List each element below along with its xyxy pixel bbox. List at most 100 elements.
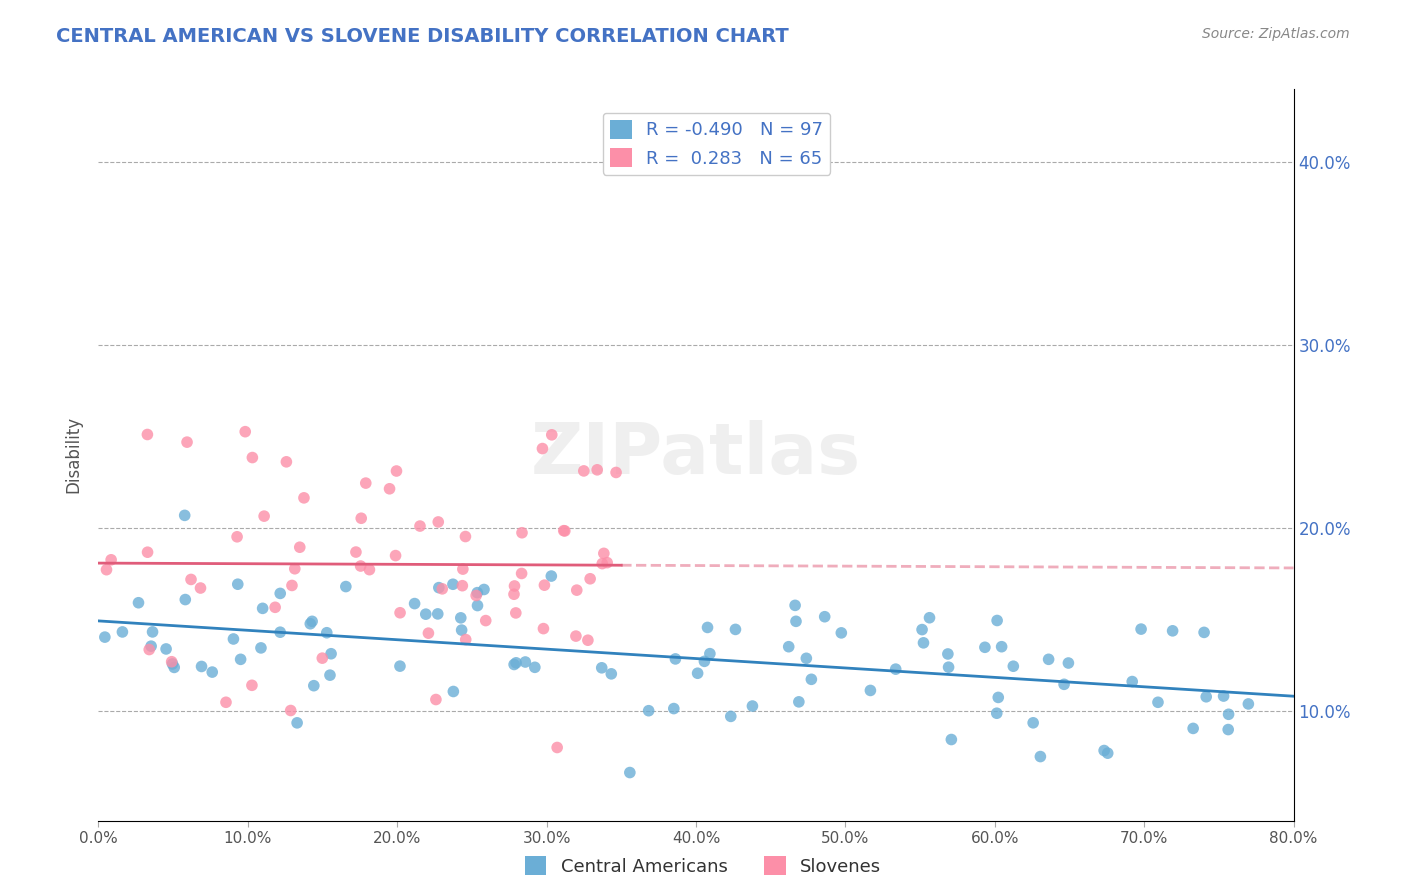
Point [605,466,627,480]
Point [155,642,177,657]
Legend: Central Americans, Slovenes: Central Americans, Slovenes [517,849,889,883]
Point [315,625,337,640]
Point [724,623,747,637]
Point [384,549,406,563]
Point [986,706,1008,721]
Point [1218,723,1240,737]
Point [450,611,472,625]
Point [425,692,447,706]
Point [986,614,1008,628]
Point [253,509,276,524]
Point [1237,697,1260,711]
Point [94,630,117,644]
Point [693,654,716,668]
Point [990,640,1012,654]
Point [936,647,959,661]
Point [686,666,709,681]
Point [830,625,852,640]
Point [467,599,489,613]
Point [576,633,599,648]
Point [284,562,307,576]
Point [554,524,576,538]
Point [426,607,449,621]
Point [465,585,488,599]
Point [859,683,882,698]
Point [111,624,134,639]
Point [523,660,546,674]
Point [1053,677,1076,691]
Point [335,580,357,594]
Point [252,601,274,615]
Point [1130,622,1153,636]
Point [226,577,249,591]
Point [796,651,818,665]
Point [565,629,588,643]
Point [474,614,496,628]
Point [163,660,186,674]
Point [1182,722,1205,736]
Point [1161,624,1184,638]
Point [912,636,935,650]
Point [162,657,184,671]
Point [592,546,614,560]
Point [222,632,245,646]
Point [884,662,907,676]
Point [240,450,263,465]
Point [388,659,411,673]
Point [941,732,963,747]
Point [190,581,212,595]
Point [139,639,162,653]
Point [1002,659,1025,673]
Point [441,684,464,698]
Legend: R = -0.490   N = 97, R =  0.283   N = 65: R = -0.490 N = 97, R = 0.283 N = 65 [603,113,831,175]
Point [302,679,325,693]
Text: Source: ZipAtlas.com: Source: ZipAtlas.com [1202,27,1350,41]
Point [201,665,224,679]
Point [451,562,474,576]
Point [176,435,198,450]
Point [427,581,450,595]
Point [785,615,807,629]
Point [515,655,537,669]
Point [720,709,742,723]
Point [1121,674,1143,689]
Point [510,566,533,581]
Point [281,578,304,592]
Point [1147,695,1170,709]
Point [1218,707,1240,722]
Point [454,529,477,543]
Point [1022,715,1045,730]
Point [778,640,800,654]
Point [579,572,602,586]
Point [385,464,408,478]
Point [285,715,308,730]
Point [427,515,450,529]
Point [173,508,195,523]
Point [741,699,763,714]
Point [465,589,488,603]
Point [1212,689,1234,703]
Point [503,657,526,672]
Point [533,622,555,636]
Point [319,647,342,661]
Point [533,578,555,592]
Point [637,704,659,718]
Point [787,695,810,709]
Point [540,569,562,583]
Point [160,655,183,669]
Point [596,556,619,570]
Point [350,559,373,574]
Point [280,704,302,718]
Point [546,740,568,755]
Point [531,442,554,456]
Point [415,607,437,622]
Point [250,640,273,655]
Point [553,524,575,538]
Point [409,519,432,533]
Point [299,616,322,631]
Point [1029,749,1052,764]
Point [127,596,149,610]
Point [378,482,401,496]
Point [510,525,533,540]
Point [540,427,562,442]
